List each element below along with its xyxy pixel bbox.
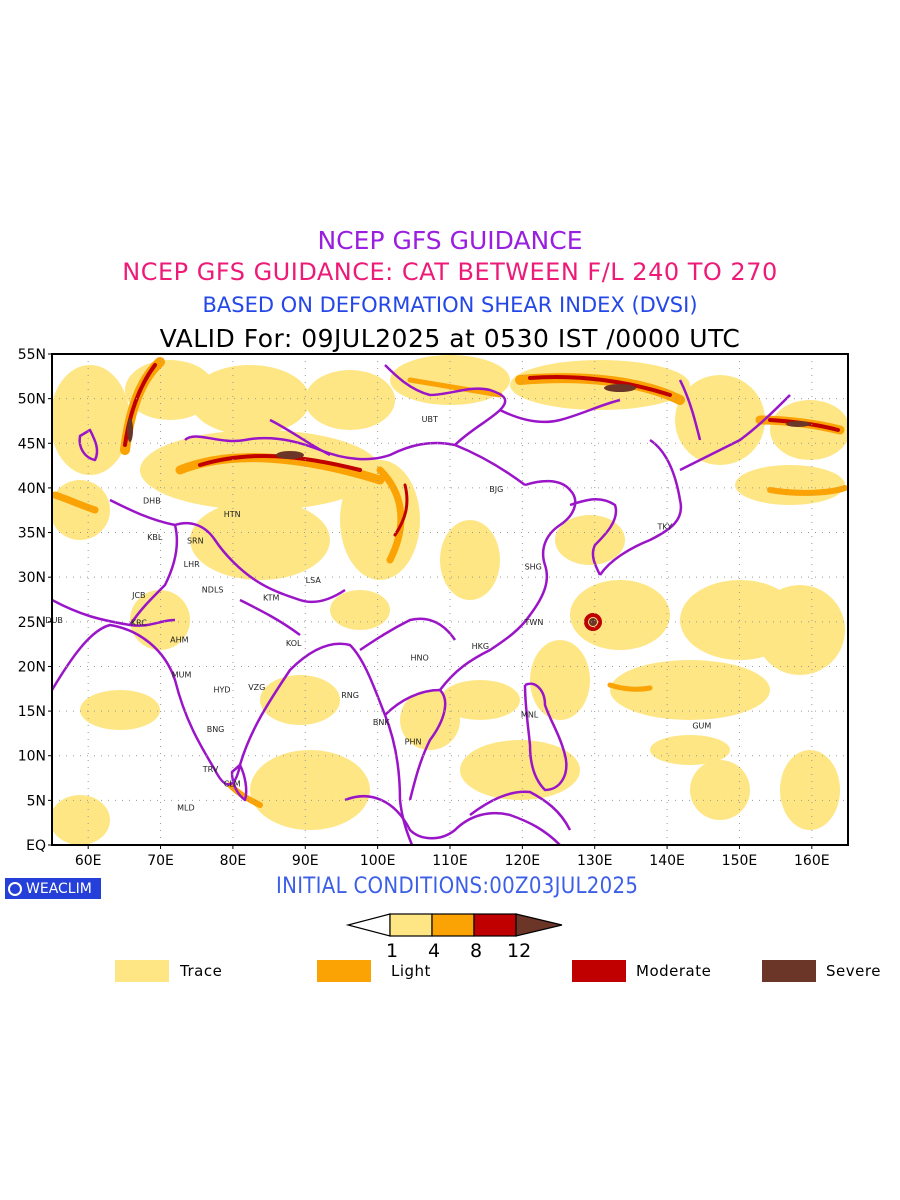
latitude-label: 45N <box>18 436 46 452</box>
logo-icon <box>8 881 22 896</box>
station-label: KRC <box>131 619 147 628</box>
legend-label-light: Light <box>391 962 431 980</box>
station-labels: UBT BJG TKY SHG TWN HKG HNO DHB HTN KBL SRN LHR JCB N… <box>45 415 711 812</box>
cat-map: UBT BJG TKY SHG TWN HKG HNO DHB HTN KBL SRN LHR JCB N… <box>18 347 849 869</box>
station-label: TRV <box>202 765 219 774</box>
legend-label-trace: Trace <box>180 962 223 980</box>
station-label: KBL <box>147 533 163 542</box>
legend-swatch-moderate <box>572 960 626 982</box>
station-label: MLD <box>177 804 195 813</box>
longitude-label: 100E <box>360 853 396 869</box>
legend-swatch-trace <box>115 960 169 982</box>
station-label: UBT <box>422 415 438 424</box>
station-label: TWN <box>524 618 544 627</box>
severe-areas <box>127 384 810 626</box>
station-label: DHB <box>143 496 161 505</box>
station-label: HNO <box>410 654 428 663</box>
latitude-label: 40N <box>18 481 46 497</box>
colorbar-tick-4: 4 <box>428 940 441 962</box>
latitude-label: 50N <box>18 392 46 408</box>
title-valid: VALID For: 09JUL2025 at 0530 IST /0000 U… <box>159 324 741 353</box>
latitude-label: 20N <box>18 659 46 675</box>
trace-areas <box>52 355 848 845</box>
longitude-label: 90E <box>292 853 319 869</box>
station-label: BNK <box>373 718 390 727</box>
station-label: HKG <box>472 642 489 651</box>
station-label: GUM <box>692 721 711 730</box>
station-label: RNG <box>341 691 359 700</box>
colorbar-segment-light <box>431 913 475 937</box>
station-label: PHN <box>405 737 422 746</box>
longitude-label: 120E <box>505 853 541 869</box>
initial-conditions: INITIAL CONDITIONS:00Z03JUL2025 <box>276 874 639 899</box>
latitude-label: 10N <box>18 749 46 765</box>
colorbar-tick-8: 8 <box>470 940 483 962</box>
title-main: NCEP GFS GUIDANCE <box>317 226 583 255</box>
colorbar-upper-arrow <box>515 913 563 937</box>
turbulence-fields <box>52 355 848 845</box>
station-label: CLM <box>224 779 241 788</box>
station-label: TKY <box>657 522 673 531</box>
legend-swatch-severe <box>762 960 816 982</box>
colorbar-segment-trace <box>389 913 433 937</box>
latitude-label: 55N <box>18 347 46 363</box>
legend-label-moderate: Moderate <box>636 962 712 980</box>
moderate-areas <box>123 363 840 631</box>
station-label: BNG <box>207 725 225 734</box>
latitude-label: 35N <box>18 526 46 542</box>
coastlines-borders <box>52 364 791 845</box>
latitude-label: 30N <box>18 570 46 586</box>
station-label: MNL <box>521 711 539 720</box>
station-label: VZG <box>248 683 265 692</box>
station-label: KOL <box>286 639 302 648</box>
station-label: NDLS <box>202 586 224 595</box>
title-index: BASED ON DEFORMATION SHEAR INDEX (DVSI) <box>202 293 698 317</box>
longitude-label: 110E <box>432 853 468 869</box>
colorbar-lower-arrow <box>345 913 391 937</box>
station-label: BJG <box>489 485 503 494</box>
map-panel: UBT BJG TKY SHG TWN HKG HNO DHB HTN KBL SRN LHR JCB N… <box>0 340 900 874</box>
longitude-label: 70E <box>147 853 174 869</box>
station-label: JCB <box>131 591 145 600</box>
longitude-label: 140E <box>649 853 685 869</box>
latitude-label: 25N <box>18 615 46 631</box>
latitude-label: 5N <box>27 793 46 809</box>
longitude-label: 160E <box>794 853 830 869</box>
latitude-labels: 55N 50N 45N 40N 35N 30N 25N 20N 15N 10N 5N EQ <box>18 347 52 854</box>
longitude-label: 60E <box>75 853 102 869</box>
longitude-label: 150E <box>722 853 758 869</box>
logo-text: WEACLIM <box>26 880 92 897</box>
station-label: SHG <box>525 562 542 571</box>
latitude-label: EQ <box>26 838 46 854</box>
graticule <box>52 354 848 845</box>
title-cat: NCEP GFS GUIDANCE: CAT BETWEEN F/L 240 T… <box>122 258 778 286</box>
station-label: LSA <box>306 576 322 585</box>
station-label: LHR <box>184 560 200 569</box>
colorbar-segment-moderate <box>473 913 517 937</box>
station-label: MUM <box>172 670 192 679</box>
colorbar <box>345 913 563 937</box>
colorbar-tick-12: 12 <box>507 940 532 962</box>
station-label: AHM <box>170 636 188 645</box>
station-label: HTN <box>224 510 241 519</box>
legend-swatch-light <box>317 960 371 982</box>
station-label: DUB <box>45 616 63 625</box>
legend-label-severe: Severe <box>826 962 881 980</box>
longitude-label: 80E <box>220 853 247 869</box>
colorbar-tick-1: 1 <box>386 940 399 962</box>
station-label: HYD <box>214 686 231 695</box>
station-label: SRN <box>187 537 204 546</box>
station-label: KTM <box>263 594 280 603</box>
longitude-labels: 60E 70E 80E 90E 100E 110E 120E 130E 140E 150E 160E <box>75 845 830 869</box>
weaclim-logo: WEACLIM <box>5 878 101 899</box>
longitude-label: 130E <box>577 853 613 869</box>
latitude-label: 15N <box>18 704 46 720</box>
